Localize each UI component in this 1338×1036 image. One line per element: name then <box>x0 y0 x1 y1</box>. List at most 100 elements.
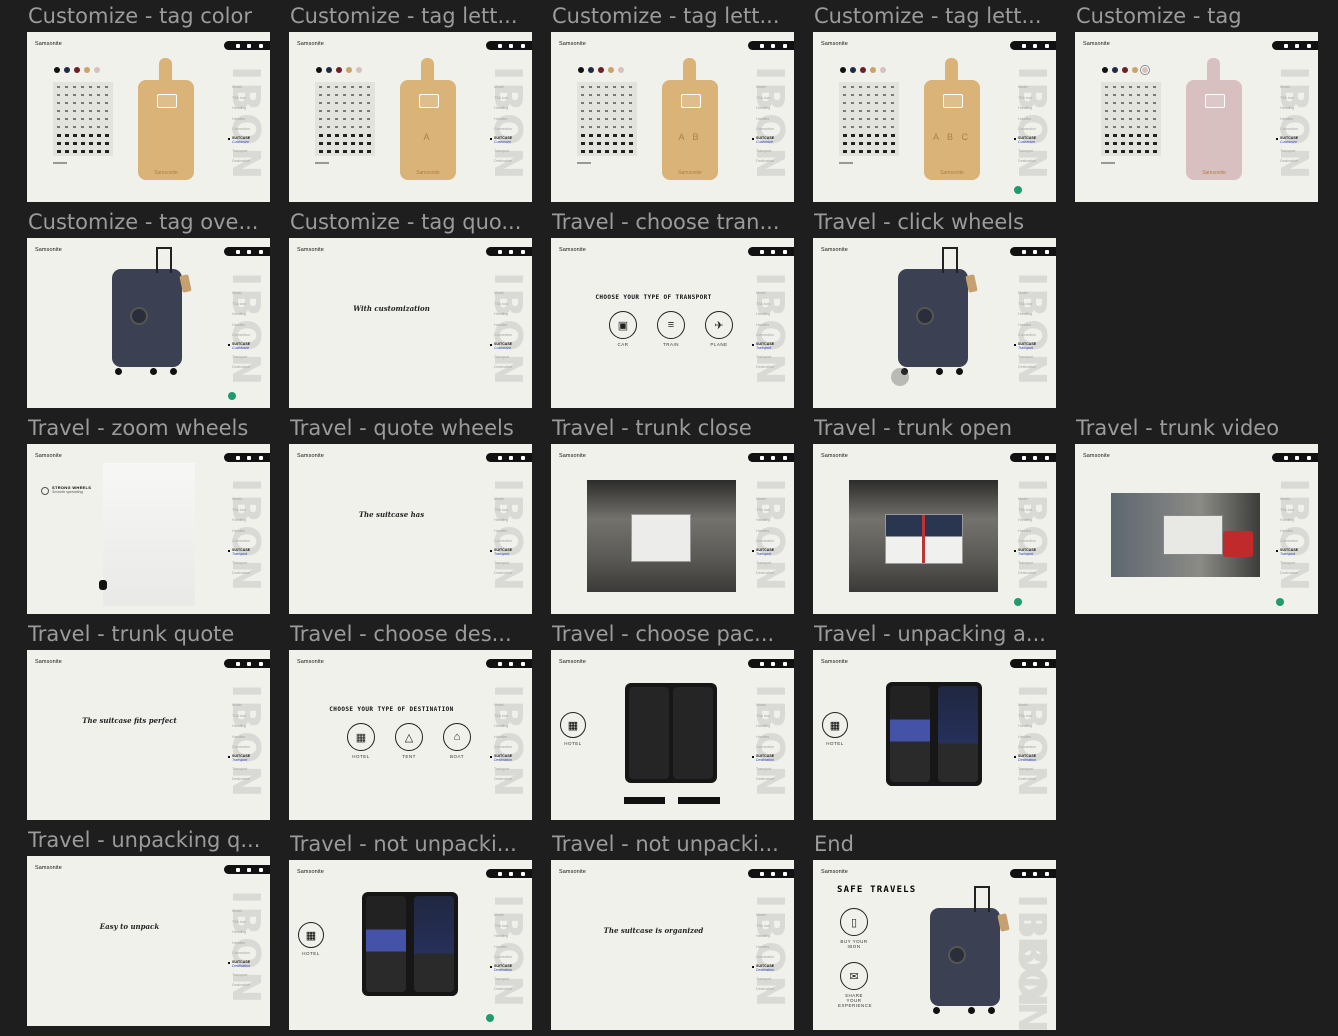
menu-item-handling[interactable]: Handling <box>1014 721 1044 732</box>
frame-canvas[interactable]: Samsonite IBON Model TSA lock Handling Handle… <box>1075 444 1318 614</box>
settings-icon[interactable] <box>1033 661 1037 666</box>
menu-item-tsa-lock[interactable]: TSA lock <box>1276 93 1306 104</box>
menu-item-suitcase[interactable]: SUITCASE Customize <box>228 135 258 146</box>
menu-item-destination[interactable]: Destination <box>752 984 782 995</box>
bookmark-icon[interactable] <box>1021 871 1026 876</box>
brand-logo[interactable]: Samsonite <box>297 659 324 665</box>
menu-item-handling[interactable]: Handling <box>228 721 258 732</box>
wheel[interactable] <box>933 1007 940 1014</box>
bookmark-icon[interactable] <box>759 871 764 876</box>
menu-item-transport[interactable]: Transport <box>752 146 782 157</box>
menu-item-model[interactable]: Model <box>1014 288 1044 299</box>
brand-logo[interactable]: Samsonite <box>297 869 324 875</box>
brand-logo[interactable]: Samsonite <box>297 453 324 459</box>
menu-item-transport[interactable]: Transport <box>752 352 782 363</box>
menu-item-model[interactable]: Model <box>228 82 258 93</box>
menu-item-handling[interactable]: Handling <box>490 515 520 526</box>
frame-title[interactable]: Customize - tag color <box>28 4 252 28</box>
menu-item-handles[interactable]: Handles <box>752 942 782 953</box>
menu-item-handles[interactable]: Handles <box>1014 732 1044 743</box>
wheel[interactable] <box>956 368 963 375</box>
brand-logo[interactable]: Samsonite <box>35 453 62 459</box>
color-swatch[interactable] <box>74 67 80 73</box>
menu-item-destination[interactable]: Destination <box>490 156 520 167</box>
menu-item-connection[interactable]: Connection <box>228 536 258 547</box>
color-swatch[interactable] <box>608 67 614 73</box>
frame-canvas[interactable]: Samsonite IBON Model TSA lock Handling Handle… <box>551 860 794 1030</box>
brand-logo[interactable]: Samsonite <box>559 659 586 665</box>
frame-title[interactable]: Customize - tag ove... <box>28 210 259 234</box>
color-swatch[interactable] <box>870 67 876 73</box>
menu-item-connection[interactable]: Connection <box>752 742 782 753</box>
brand-logo[interactable]: Samsonite <box>35 865 62 871</box>
bookmark-icon[interactable] <box>1283 43 1288 48</box>
menu-item-suitcase[interactable]: SUITCASE Customize <box>490 135 520 146</box>
menu-item-transport[interactable]: Transport <box>228 352 258 363</box>
menu-item-connection[interactable]: Connection <box>490 124 520 135</box>
brand-logo[interactable]: Samsonite <box>821 453 848 459</box>
menu-item-transport[interactable]: Transport <box>752 974 782 985</box>
settings-icon[interactable] <box>771 455 775 460</box>
menu-item-handles[interactable]: Handles <box>228 732 258 743</box>
menu-item-transport[interactable]: Transport <box>228 764 258 775</box>
menu-item-model[interactable]: Model <box>228 288 258 299</box>
frame-title[interactable]: Travel - not unpacki... <box>552 832 779 856</box>
menu-item-model[interactable]: Model <box>752 288 782 299</box>
brand-logo[interactable]: Samsonite <box>297 41 324 47</box>
bookmark-icon[interactable] <box>1021 249 1026 254</box>
menu-item-model[interactable]: Model <box>1276 494 1306 505</box>
bookmark-icon[interactable] <box>759 43 764 48</box>
color-swatch[interactable] <box>316 67 322 73</box>
frame-title[interactable]: Travel - not unpacki... <box>290 832 517 856</box>
bookmark-icon[interactable] <box>759 249 764 254</box>
frame-title[interactable]: Travel - unpacking q... <box>28 828 261 852</box>
frame-title[interactable]: Customize - tag <box>1076 4 1242 28</box>
menu-item-tsa-lock[interactable]: TSA lock <box>228 505 258 516</box>
settings-icon[interactable] <box>771 249 775 254</box>
menu-item-handles[interactable]: Handles <box>228 114 258 125</box>
menu-item-model[interactable]: Model <box>490 494 520 505</box>
frame-canvas[interactable]: Samsonite IBON Model TSA lock Handling Handle… <box>551 650 794 820</box>
menu-item-connection[interactable]: Connection <box>228 948 258 959</box>
menu-item-handles[interactable]: Handles <box>228 526 258 537</box>
menu-item-handles[interactable]: Handles <box>752 732 782 743</box>
color-swatch[interactable] <box>64 67 70 73</box>
lock-icon[interactable] <box>258 661 263 666</box>
menu-item-destination[interactable]: Destination <box>1014 362 1044 373</box>
menu-item-tsa-lock[interactable]: TSA lock <box>490 93 520 104</box>
frame-canvas[interactable]: Samsonite IBON Model TSA lock Handling Handle… <box>813 238 1056 408</box>
menu-item-model[interactable]: Model <box>228 494 258 505</box>
frame-title[interactable]: Travel - zoom wheels <box>28 416 249 440</box>
lock-icon[interactable] <box>1044 455 1049 460</box>
brand-logo[interactable]: Samsonite <box>1083 453 1110 459</box>
menu-item-tsa-lock[interactable]: TSA lock <box>490 505 520 516</box>
menu-item-handling[interactable]: Handling <box>752 103 782 114</box>
menu-item-model[interactable]: Model <box>228 700 258 711</box>
menu-item-model[interactable]: Model <box>1276 82 1306 93</box>
letter-picker-grid[interactable] <box>53 82 113 156</box>
packing-option-button[interactable] <box>678 797 720 804</box>
menu-item-suitcase[interactable]: SUITCASE Transport <box>752 547 782 558</box>
bookmark-icon[interactable] <box>235 455 240 460</box>
menu-item-handling[interactable]: Handling <box>1014 309 1044 320</box>
lock-icon[interactable] <box>782 871 787 876</box>
lock-icon[interactable] <box>520 249 525 254</box>
brand-logo[interactable]: Samsonite <box>297 247 324 253</box>
lock-icon[interactable] <box>1306 43 1311 48</box>
menu-item-handling[interactable]: Handling <box>752 309 782 320</box>
trunk-video[interactable] <box>1111 493 1260 577</box>
settings-icon[interactable] <box>771 871 775 876</box>
settings-icon[interactable] <box>771 661 775 666</box>
lock-icon[interactable] <box>1044 249 1049 254</box>
menu-item-connection[interactable]: Connection <box>490 952 520 963</box>
menu-item-handling[interactable]: Handling <box>1276 515 1306 526</box>
lock-icon[interactable] <box>520 871 525 876</box>
menu-item-destination[interactable]: Destination <box>490 568 520 579</box>
menu-item-destination[interactable]: Destination <box>752 362 782 373</box>
menu-item-handling[interactable]: Handling <box>228 103 258 114</box>
choice-plane[interactable]: ✈ PLANE <box>704 311 734 347</box>
menu-item-handles[interactable]: Handles <box>752 114 782 125</box>
menu-item-handling[interactable]: Handling <box>1014 515 1044 526</box>
brand-logo[interactable]: Samsonite <box>559 869 586 875</box>
menu-item-tsa-lock[interactable]: TSA lock <box>228 711 258 722</box>
